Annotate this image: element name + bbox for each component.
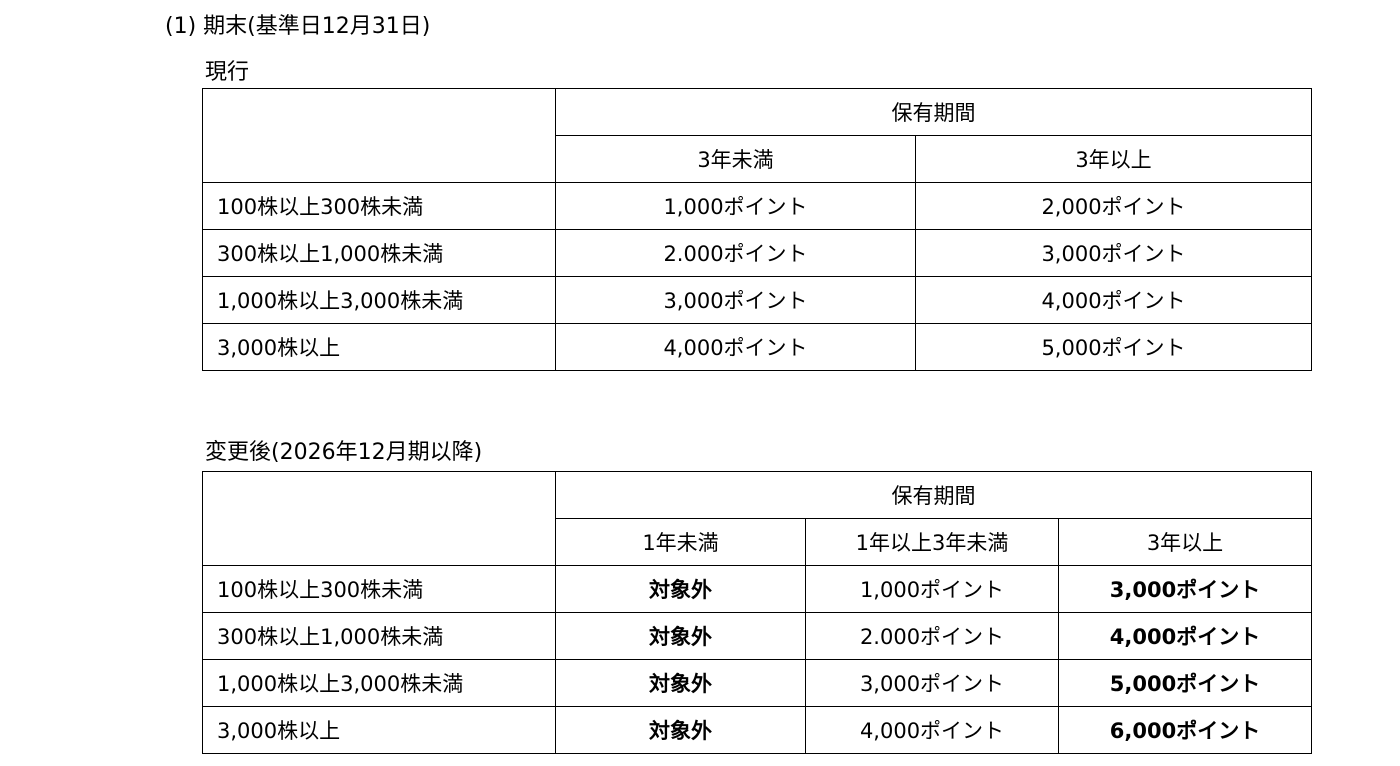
shares-cell: 1,000株以上3,000株未満 xyxy=(202,659,556,707)
column-header: 3年以上 xyxy=(1057,518,1313,566)
table-row: 3,000株以上 4,000ポイント 5,000ポイント xyxy=(202,323,1312,371)
column-header: 3年以上 xyxy=(915,135,1312,183)
value-cell: 4,000ポイント xyxy=(915,276,1312,324)
table-row: 100株以上300株未満 対象外 1,000ポイント 3,000ポイント xyxy=(202,565,1313,613)
column-header: 1年以上3年未満 xyxy=(805,518,1059,566)
value-cell: 4,000ポイント xyxy=(1057,612,1313,660)
value-cell: 対象外 xyxy=(555,565,806,613)
value-cell: 5,000ポイント xyxy=(1057,659,1313,707)
current-table: 保有期間 3年未満 3年以上 100株以上300株未満 1,000ポイント 2,000… xyxy=(202,88,1312,371)
table-row: 300株以上1,000株未満 対象外 2.000ポイント 4,000ポイント xyxy=(202,612,1313,660)
group-header: 保有期間 xyxy=(554,471,1313,519)
table-row: 3,000株以上 対象外 4,000ポイント 6,000ポイント xyxy=(202,706,1313,754)
shares-cell: 300株以上1,000株未満 xyxy=(202,612,556,660)
column-header: 1年未満 xyxy=(555,518,806,566)
table-row: 300株以上1,000株未満 2.000ポイント 3,000ポイント xyxy=(202,229,1312,277)
value-cell: 6,000ポイント xyxy=(1057,706,1313,754)
revised-table: 保有期間 1年未満 1年以上3年未満 3年以上 100株以上300株未満 対象外 1,0… xyxy=(202,471,1313,754)
column-header: 3年未満 xyxy=(555,135,916,183)
value-cell: 5,000ポイント xyxy=(915,323,1312,371)
empty-header-cell xyxy=(202,471,556,566)
value-cell: 4,000ポイント xyxy=(555,323,916,371)
shares-cell: 100株以上300株未満 xyxy=(202,565,556,613)
empty-header-cell xyxy=(202,88,556,183)
table-row: 1,000株以上3,000株未満 3,000ポイント 4,000ポイント xyxy=(202,276,1312,324)
shares-cell: 1,000株以上3,000株未満 xyxy=(202,276,556,324)
shares-cell: 100株以上300株未満 xyxy=(202,182,556,230)
value-cell: 2.000ポイント xyxy=(555,229,916,277)
value-cell: 1,000ポイント xyxy=(805,565,1059,613)
revised-label: 変更後(2026年12月期以降) xyxy=(205,440,483,465)
table-row: 1,000株以上3,000株未満 対象外 3,000ポイント 5,000ポイント xyxy=(202,659,1313,707)
value-cell: 4,000ポイント xyxy=(805,706,1059,754)
section-title: (1) 期末(基準日12月31日) xyxy=(165,14,431,39)
value-cell: 3,000ポイント xyxy=(805,659,1059,707)
value-cell: 2,000ポイント xyxy=(915,182,1312,230)
value-cell: 対象外 xyxy=(555,706,806,754)
value-cell: 3,000ポイント xyxy=(1057,565,1313,613)
table-row: 100株以上300株未満 1,000ポイント 2,000ポイント xyxy=(202,182,1312,230)
shares-cell: 3,000株以上 xyxy=(202,323,556,371)
shares-cell: 300株以上1,000株未満 xyxy=(202,229,556,277)
shares-cell: 3,000株以上 xyxy=(202,706,556,754)
value-cell: 対象外 xyxy=(555,612,806,660)
value-cell: 対象外 xyxy=(555,659,806,707)
group-header: 保有期間 xyxy=(555,88,1312,136)
value-cell: 3,000ポイント xyxy=(555,276,916,324)
value-cell: 3,000ポイント xyxy=(915,229,1312,277)
current-label: 現行 xyxy=(205,60,250,85)
value-cell: 2.000ポイント xyxy=(805,612,1059,660)
value-cell: 1,000ポイント xyxy=(555,182,916,230)
